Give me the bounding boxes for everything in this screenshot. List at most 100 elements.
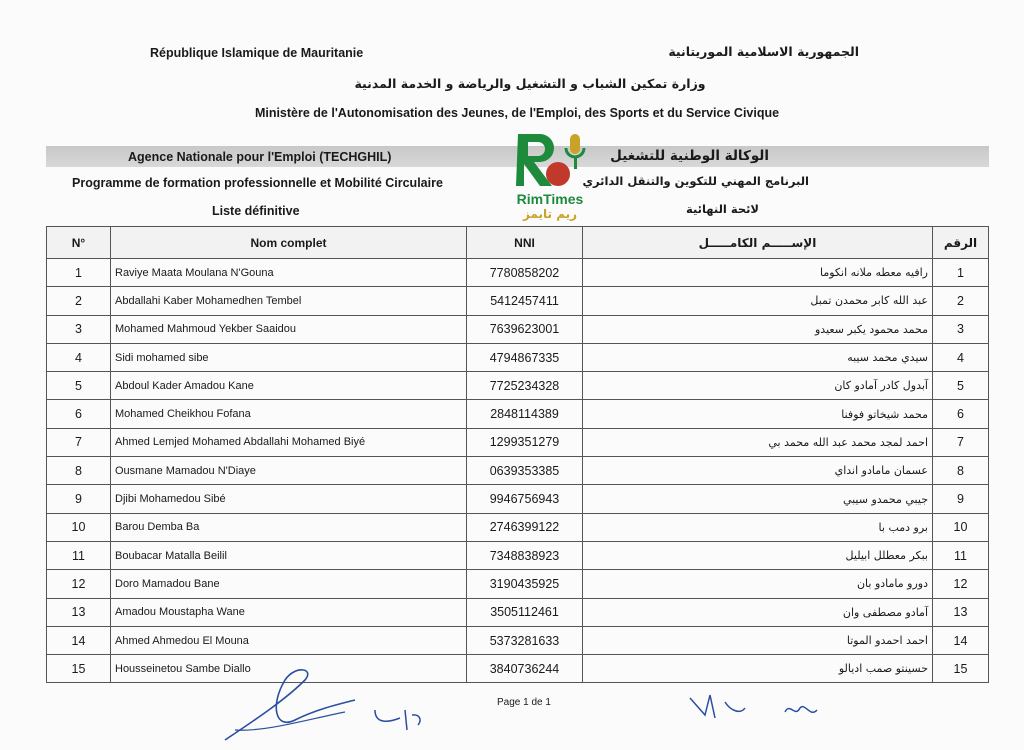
- row-full-name-ar: سيدي محمد سيبه: [582, 342, 933, 373]
- program-fr: Programme de formation professionnelle e…: [72, 176, 443, 190]
- logo-mark-icon: [516, 134, 586, 186]
- ministry-ar: وزارة تمكين الشباب و التشغيل والرياضة و …: [354, 76, 706, 91]
- row-number-ar: 7: [932, 427, 989, 458]
- row-nni: 1299351279: [466, 427, 583, 458]
- row-number-ar: 8: [932, 456, 989, 486]
- country-ar: الجمهورية الاسلامية الموريتانية: [668, 44, 859, 59]
- row-full-name: Djibi Mohamedou Sibé: [110, 484, 467, 514]
- table-row: 12 Doro Mamadou Bane 3190435925 دورو مامادو…: [46, 569, 989, 599]
- row-full-name-ar: رافيه معطه ملانه انكوما: [582, 257, 933, 288]
- row-full-name: Sidi mohamed sibe: [110, 342, 467, 373]
- signature-middle: [374, 709, 421, 731]
- row-full-name-ar: احمد لمجد محمد عبد الله محمد بي: [582, 427, 933, 458]
- table-row: 5 Abdoul Kader Amadou Kane 7725234328 آبدول…: [46, 371, 989, 401]
- row-number: 14: [46, 625, 111, 656]
- logo-text-ar: ريم تايمز: [522, 207, 578, 221]
- row-full-name: Doro Mamadou Bane: [110, 569, 467, 599]
- row-full-name-ar: برو دمب با: [582, 512, 933, 542]
- row-full-name-ar: حسينتو صمب اديالو: [582, 654, 933, 684]
- row-number-ar: 6: [932, 399, 989, 429]
- row-nni: 2848114389: [466, 399, 583, 429]
- row-number: 13: [46, 597, 111, 627]
- col-full-name-ar: الإســـــم الكامـــــل: [582, 226, 933, 259]
- row-number-ar: 11: [932, 540, 989, 571]
- row-nni: 7725234328: [466, 371, 583, 401]
- row-full-name: Abdoul Kader Amadou Kane: [110, 371, 467, 401]
- row-number-ar: 12: [932, 569, 989, 599]
- col-number: N°: [46, 226, 111, 259]
- row-number: 10: [46, 512, 111, 542]
- logo-text: RimTimes: [516, 191, 584, 207]
- table-row: 10 Barou Demba Ba 2746399122 برو دمب با 10: [46, 512, 989, 542]
- row-number: 11: [46, 540, 111, 571]
- row-number-ar: 13: [932, 597, 989, 627]
- country-fr: République Islamique de Mauritanie: [150, 46, 364, 60]
- agency-ar: الوكالة الوطنية للتشغيل: [610, 148, 769, 164]
- row-number-ar: 1: [932, 257, 989, 288]
- list-ar: لائحة النهائية: [686, 202, 759, 216]
- row-full-name-ar: محمد شيخاتو فوفنا: [582, 399, 933, 429]
- row-full-name-ar: دورو مامادو بان: [582, 569, 933, 599]
- row-nni: 0639353385: [466, 456, 583, 486]
- row-nni: 2746399122: [466, 512, 583, 542]
- table-row: 8 Ousmane Mamadou N'Diaye 0639353385 عسمان …: [46, 456, 989, 486]
- row-number-ar: 4: [932, 342, 989, 373]
- row-number: 9: [46, 484, 111, 514]
- rimtimes-logo: RimTimes ريم تايمز: [510, 130, 590, 221]
- table-row: 2 Abdallahi Kaber Mohamedhen Tembel 541245…: [46, 286, 989, 316]
- row-full-name-ar: آبدول كادر آمادو كان: [582, 371, 933, 401]
- table-row: 11 Boubacar Matalla Beilil 7348838923 ببكر …: [46, 540, 989, 571]
- row-nni: 5373281633: [466, 625, 583, 656]
- row-number-ar: 3: [932, 314, 989, 344]
- col-full-name: Nom complet: [110, 226, 467, 259]
- table-row: 13 Amadou Moustapha Wane 3505112461 آمادو م…: [46, 597, 989, 627]
- program-ar: البرنامج المهني للتكوين والتنقل الدائري: [582, 174, 809, 188]
- signature-left: [224, 669, 356, 741]
- row-number: 4: [46, 342, 111, 373]
- row-full-name: Raviye Maata Moulana N'Gouna: [110, 257, 467, 288]
- row-number: 7: [46, 427, 111, 458]
- row-full-name-ar: آمادو مصطفى وان: [582, 597, 933, 627]
- row-full-name-ar: ببكر معطلل ابيليل: [582, 540, 933, 571]
- row-number-ar: 5: [932, 371, 989, 401]
- row-nni: 5412457411: [466, 286, 583, 316]
- row-nni: 7348838923: [466, 540, 583, 571]
- signature-right: [689, 694, 818, 719]
- col-nni: NNI: [466, 226, 583, 259]
- table-row: 9 Djibi Mohamedou Sibé 9946756943 جيبي محمد…: [46, 484, 989, 514]
- row-full-name: Ahmed Ahmedou El Mouna: [110, 625, 467, 656]
- row-number: 5: [46, 371, 111, 401]
- row-full-name: Ousmane Mamadou N'Diaye: [110, 456, 467, 486]
- row-number-ar: 10: [932, 512, 989, 542]
- table-row: 4 Sidi mohamed sibe 4794867335 سيدي محمد سي…: [46, 342, 989, 373]
- row-number-ar: 2: [932, 286, 989, 316]
- row-full-name-ar: احمد احمدو الموتا: [582, 625, 933, 656]
- row-full-name-ar: جيبي محمدو سيبي: [582, 484, 933, 514]
- row-nni: 9946756943: [466, 484, 583, 514]
- page-number: Page 1 de 1: [497, 697, 551, 708]
- table-row: 1 Raviye Maata Moulana N'Gouna 7780858202 ر…: [46, 257, 989, 288]
- row-number: 6: [46, 399, 111, 429]
- row-number: 2: [46, 286, 111, 316]
- row-full-name: Ahmed Lemjed Mohamed Abdallahi Mohamed B…: [110, 427, 467, 458]
- row-number-ar: 14: [932, 625, 989, 656]
- agency-fr: Agence Nationale pour l'Emploi (TECHGHIL…: [128, 150, 392, 164]
- table-header-row: N° Nom complet NNI الإســـــم الكامـــــ…: [46, 226, 989, 259]
- row-number: 3: [46, 314, 111, 344]
- row-number-ar: 15: [932, 654, 989, 684]
- row-full-name-ar: عبد الله كابر محمدن تمبل: [582, 286, 933, 316]
- col-number-ar: الرقم: [932, 226, 989, 259]
- row-number: 12: [46, 569, 111, 599]
- row-number: 8: [46, 456, 111, 486]
- row-number: 1: [46, 257, 111, 288]
- row-nni: 7780858202: [466, 257, 583, 288]
- row-full-name: Abdallahi Kaber Mohamedhen Tembel: [110, 286, 467, 316]
- row-full-name: Barou Demba Ba: [110, 512, 467, 542]
- table-row: 3 Mohamed Mahmoud Yekber Saaidou 763962300…: [46, 314, 989, 344]
- row-nni: 3840736244: [466, 654, 583, 684]
- row-number: 15: [46, 654, 111, 684]
- row-full-name: Boubacar Matalla Beilil: [110, 540, 467, 571]
- row-full-name: Housseinetou Sambe Diallo: [110, 654, 467, 684]
- list-fr: Liste définitive: [212, 204, 300, 218]
- row-nni: 7639623001: [466, 314, 583, 344]
